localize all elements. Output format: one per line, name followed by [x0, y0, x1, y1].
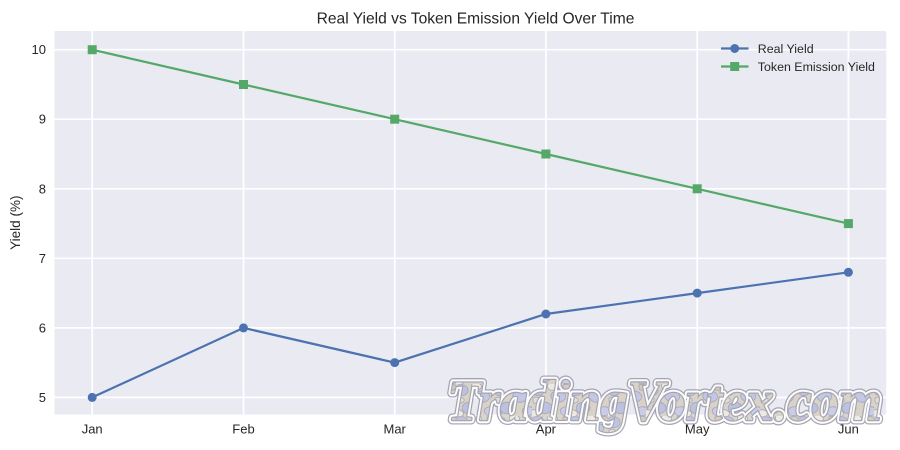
svg-text:Jun: Jun	[838, 422, 859, 437]
svg-text:Real Yield vs Token Emission Y: Real Yield vs Token Emission Yield Over …	[317, 11, 635, 28]
svg-text:TradingVortex.com: TradingVortex.com	[448, 370, 882, 433]
svg-text:Jan: Jan	[82, 422, 103, 437]
svg-text:Real Yield: Real Yield	[758, 42, 814, 56]
svg-text:7: 7	[39, 251, 46, 266]
svg-text:TradingVortex.com: TradingVortex.com	[448, 370, 882, 433]
svg-text:Mar: Mar	[384, 422, 407, 437]
svg-text:8: 8	[39, 181, 46, 196]
svg-text:Token Emission Yield: Token Emission Yield	[758, 60, 875, 74]
svg-text:9: 9	[39, 112, 46, 127]
svg-text:10: 10	[32, 42, 46, 57]
svg-text:Apr: Apr	[536, 422, 557, 437]
svg-text:TradingVortex.com: TradingVortex.com	[448, 370, 882, 433]
svg-text:Yield (%): Yield (%)	[8, 196, 23, 250]
svg-text:May: May	[685, 422, 710, 437]
svg-text:6: 6	[39, 320, 46, 335]
svg-text:TradingVortex.com: TradingVortex.com	[448, 370, 882, 433]
svg-text:5: 5	[39, 390, 46, 405]
svg-text:Feb: Feb	[232, 422, 254, 437]
